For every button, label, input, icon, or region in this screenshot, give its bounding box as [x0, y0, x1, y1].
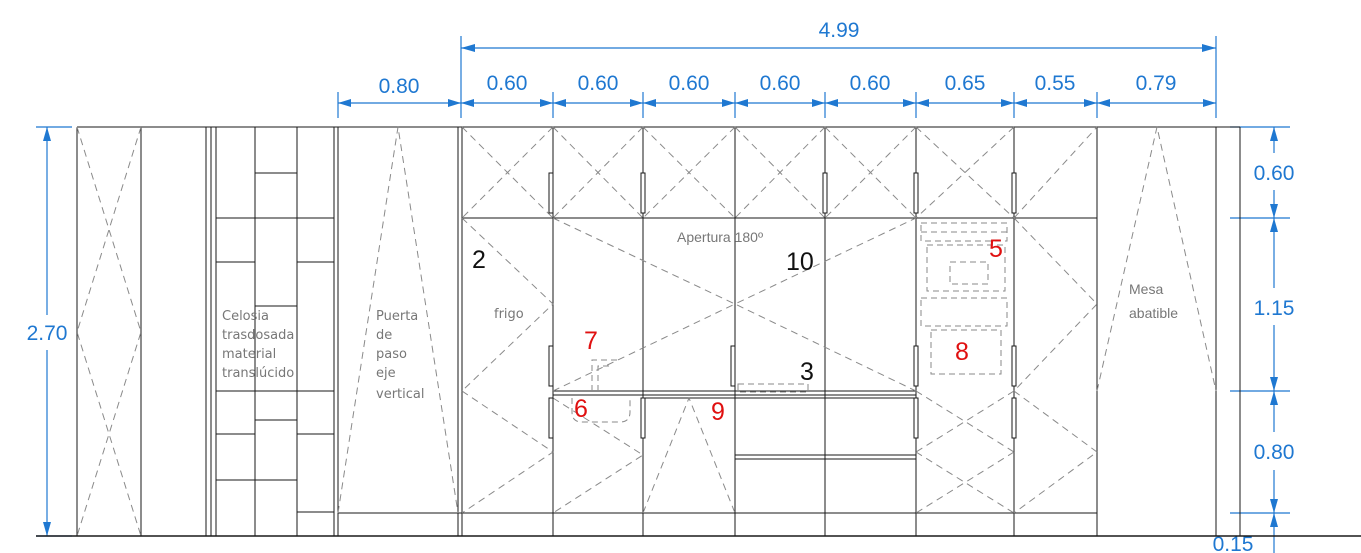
svg-text:abatible: abatible [1129, 305, 1178, 321]
hob [737, 383, 809, 393]
celosia-lattice [216, 127, 334, 536]
marker-9: 9 [711, 398, 725, 426]
dim-right-upper: 0.60 [1254, 162, 1295, 185]
marker-6: 6 [574, 395, 588, 423]
dim-total-width: 4.99 [819, 19, 860, 42]
dim-right-lower: 0.80 [1254, 441, 1295, 464]
dim-right-plinth: 0.15 [1213, 533, 1254, 553]
dimension-lines [36, 36, 1290, 553]
svg-text:Mesa: Mesa [1129, 281, 1163, 297]
svg-text:Celosia: Celosia [222, 309, 269, 324]
svg-text:de: de [376, 328, 392, 343]
svg-text:translúcido: translúcido [222, 366, 294, 381]
dim-module-9: 0.79 [1136, 72, 1177, 95]
marker-5: 5 [989, 235, 1003, 263]
apertura-label: Apertura 180º [677, 229, 763, 245]
dim-module-2: 0.60 [487, 72, 528, 95]
tap [591, 359, 618, 391]
marker-10: 10 [786, 248, 814, 276]
dim-module-3: 0.60 [578, 72, 619, 95]
oven [930, 329, 1002, 375]
frigo-label: frigo [494, 307, 524, 322]
microwave [926, 244, 1006, 292]
dim-module-8: 0.55 [1035, 72, 1076, 95]
marker-2: 2 [472, 246, 486, 274]
dim-right-middle: 1.15 [1254, 297, 1295, 320]
svg-text:trasdosada: trasdosada [222, 328, 294, 343]
puerta-label: Puerta de paso eje vertical [376, 309, 424, 402]
svg-text:Puerta: Puerta [376, 309, 418, 324]
dim-module-5: 0.60 [760, 72, 801, 95]
appliances [571, 222, 1008, 423]
dimension-texts: 4.99 0.80 0.60 0.60 0.60 0.60 0.60 0.65 … [27, 19, 1295, 553]
dim-module-4: 0.60 [669, 72, 710, 95]
dim-module-1: 0.80 [379, 75, 420, 98]
svg-text:vertical: vertical [376, 387, 424, 402]
mesa-label: Mesa abatible [1129, 281, 1178, 321]
handles [548, 172, 1017, 439]
celosia-label: Celosia trasdosada material translúcido [222, 309, 294, 381]
svg-text:eje: eje [376, 366, 396, 381]
sink [571, 398, 631, 423]
opening-symbols [76, 126, 1217, 537]
svg-text:paso: paso [376, 347, 407, 362]
marker-8: 8 [955, 338, 969, 366]
marker-3: 3 [800, 358, 814, 386]
dim-module-6: 0.60 [850, 72, 891, 95]
svg-text:material: material [222, 347, 276, 362]
dim-total-height: 2.70 [27, 322, 68, 345]
marker-7: 7 [584, 327, 598, 355]
dim-module-7: 0.65 [945, 72, 986, 95]
